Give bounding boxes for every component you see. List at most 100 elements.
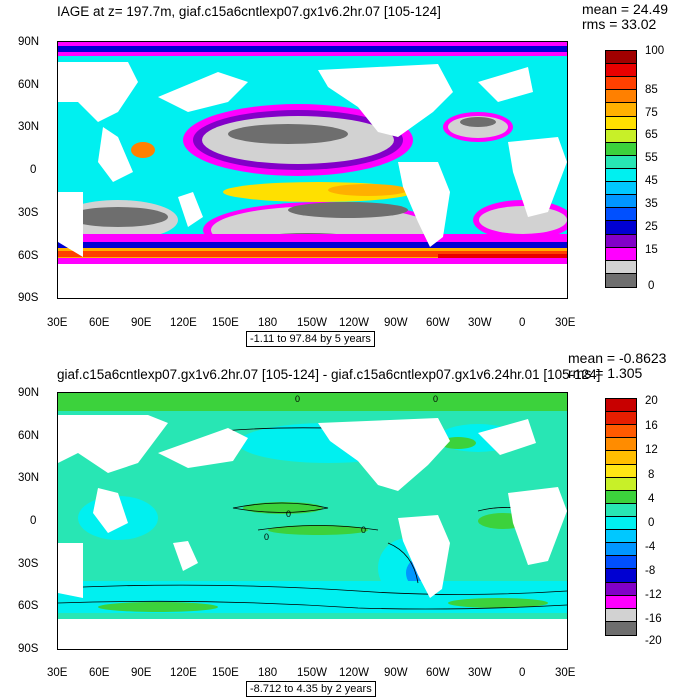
top-lon-label: 120W [339, 317, 370, 329]
bottom-lon-label: 90E [131, 667, 152, 679]
bottom-rms-stat: rms = 1.305 [568, 365, 643, 381]
top-map-title: IAGE at z= 197.7m, giaf.c15a6cntlexp07.g… [57, 4, 441, 19]
top-cbar-label-65: 65 [645, 129, 658, 141]
top-cbar-label-15: 15 [645, 244, 658, 256]
top-lat-label-90n: 90N [18, 36, 40, 48]
top-colorbar-swatch [606, 103, 636, 117]
bottom-lon-label: 150E [212, 667, 239, 679]
bottom-colorbar-swatch [606, 477, 636, 491]
bottom-cbar-label-0: 0 [648, 517, 655, 529]
bottom-lon-label: 30W [468, 667, 492, 679]
bottom-map-title: giaf.c15a6cntlexp07.gx1v6.2hr.07 [105-12… [57, 367, 601, 382]
top-colorbar-swatch [606, 51, 636, 65]
bottom-lat-label-90s: 90S [18, 643, 39, 655]
top-cbar-label-25: 25 [645, 221, 658, 233]
bottom-lon-label: 60W [426, 667, 450, 679]
bottom-colorbar-swatch [606, 608, 636, 622]
bottom-lon-label: 30E [555, 667, 576, 679]
top-colorbar-swatch [606, 116, 636, 130]
top-lat-label-30s: 30S [18, 207, 39, 219]
bottom-colorbar-swatch [606, 490, 636, 504]
bottom-lon-label: 90W [384, 667, 408, 679]
bottom-cbar-label-m8: -8 [645, 565, 656, 577]
top-cbar-label-85: 85 [645, 84, 658, 96]
bottom-lat-label-60s: 60S [18, 600, 39, 612]
bottom-colorbar-swatch [606, 621, 636, 635]
bottom-colorbar-swatch [606, 464, 636, 478]
bottom-colorbar-swatch [606, 451, 636, 465]
bottom-diff-field [58, 393, 567, 649]
bottom-colorbar-swatch [606, 530, 636, 544]
contour-zero-label: 0 [286, 509, 292, 519]
top-colorbar [605, 50, 637, 288]
top-colorbar-swatch [606, 208, 636, 222]
bottom-lon-label: 0 [519, 667, 526, 679]
top-lon-label: 90E [131, 317, 152, 329]
contour-zero-label: 0 [433, 394, 439, 404]
top-colorbar-swatch [606, 182, 636, 196]
top-lat-label-60s: 60S [18, 250, 39, 262]
bottom-map-plot: 0 0 0 0 0 [57, 392, 568, 650]
bottom-lon-label: 150W [297, 667, 328, 679]
bottom-lat-label-30s: 30S [18, 558, 39, 570]
bottom-colorbar-swatch [606, 399, 636, 413]
bottom-cbar-label-4: 4 [648, 493, 655, 505]
top-cbar-label-100: 100 [645, 45, 665, 57]
top-colorbar-swatch [606, 168, 636, 183]
top-colorbar-swatch [606, 155, 636, 169]
top-colorbar-swatch [606, 195, 636, 209]
top-lon-label: 0 [519, 317, 526, 329]
bottom-colorbar-swatch [606, 425, 636, 439]
bottom-range-label: -8.712 to 4.35 by 2 years [246, 681, 376, 697]
top-colorbar-swatch [606, 247, 636, 261]
top-colorbar-swatch [606, 129, 636, 143]
top-cbar-label-35: 35 [645, 198, 658, 210]
top-lat-label-30n: 30N [18, 121, 40, 133]
top-lon-label: 180 [258, 317, 278, 329]
bottom-colorbar-swatch [606, 438, 636, 452]
bottom-colorbar-swatch [606, 543, 636, 557]
top-colorbar-swatch [606, 142, 636, 156]
bottom-cbar-label-m12: -12 [645, 589, 662, 601]
top-cbar-label-45: 45 [645, 175, 658, 187]
bottom-lat-label-60n: 60N [18, 430, 40, 442]
top-colorbar-swatch [606, 90, 636, 104]
top-lon-label: 60E [89, 317, 110, 329]
bottom-colorbar-swatch [606, 556, 636, 570]
top-lat-label-60n: 60N [18, 79, 40, 91]
top-lon-label: 90W [384, 317, 408, 329]
bottom-colorbar-swatch [606, 569, 636, 583]
top-lat-label-eq: 0 [30, 164, 37, 176]
bottom-lon-label: 120W [339, 667, 370, 679]
top-lon-label: 150E [212, 317, 239, 329]
bottom-cbar-label-20: 20 [645, 395, 658, 407]
bottom-cbar-label-m16: -16 [645, 613, 662, 625]
bottom-cbar-label-12: 12 [645, 444, 658, 456]
bottom-lat-label-90n: 90N [18, 387, 40, 399]
top-cbar-label-75: 75 [645, 107, 658, 119]
bottom-lon-label: 180 [258, 667, 278, 679]
top-lon-label: 150W [297, 317, 328, 329]
bottom-cbar-label-m4: -4 [645, 541, 656, 553]
contour-zero-label: 0 [264, 532, 270, 542]
bottom-lon-label: 30E [47, 667, 68, 679]
top-ocean-field [58, 42, 567, 298]
top-range-label: -1.11 to 97.84 by 5 years [246, 331, 375, 347]
bottom-colorbar-swatch [606, 503, 636, 517]
bottom-colorbar [605, 398, 637, 636]
top-colorbar-swatch [606, 221, 636, 235]
top-colorbar-swatch [606, 64, 636, 78]
top-rms-stat: rms = 33.02 [582, 16, 657, 32]
contour-zero-label: 0 [295, 394, 301, 404]
top-lon-label: 30E [555, 317, 576, 329]
contour-zero-label: 0 [361, 525, 367, 535]
bottom-colorbar-swatch [606, 412, 636, 426]
bottom-lon-label: 60E [89, 667, 110, 679]
bottom-colorbar-swatch [606, 516, 636, 531]
bottom-mean-stat: mean = -0.8623 [568, 350, 667, 366]
top-lat-label-90s: 90S [18, 292, 39, 304]
top-colorbar-swatch [606, 77, 636, 91]
top-colorbar-swatch [606, 260, 636, 274]
top-cbar-label-0: 0 [648, 280, 655, 292]
bottom-lat-label-30n: 30N [18, 472, 40, 484]
